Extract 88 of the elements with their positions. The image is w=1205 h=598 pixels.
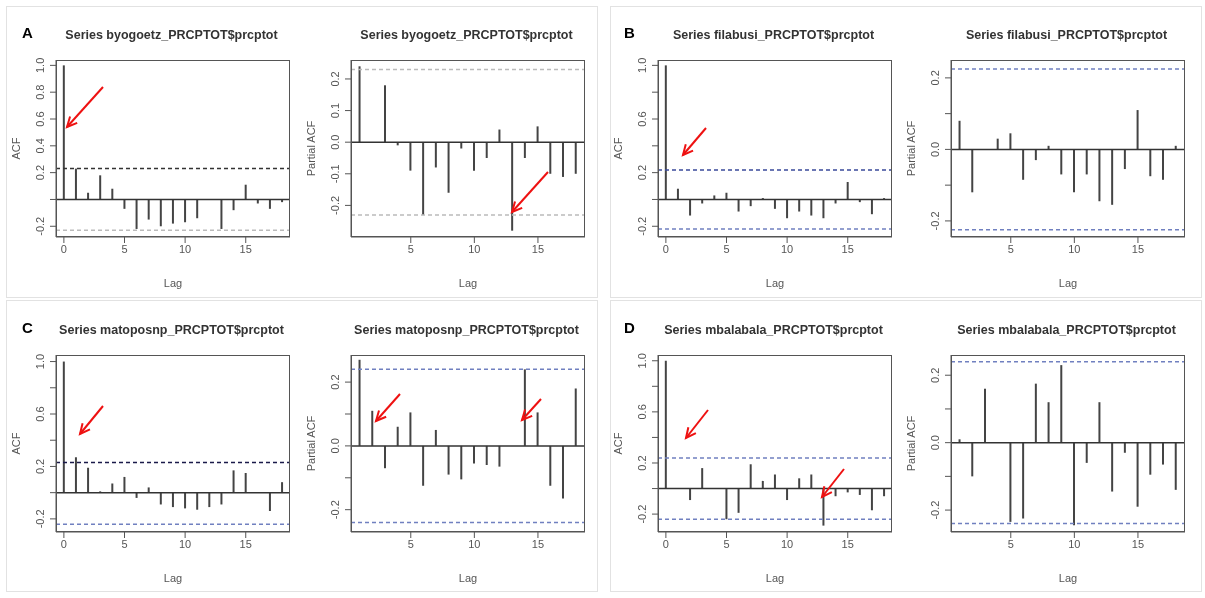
- y-tick-label: -0.2: [34, 509, 46, 529]
- y-tick-label: -0.2: [636, 504, 648, 524]
- y-tick-label: -0.2: [929, 211, 941, 231]
- chart-title: Series filabusi_PRCPTOT$prcptot: [671, 28, 876, 42]
- text: C: [22, 319, 33, 336]
- x-tick-label: 0: [662, 242, 669, 255]
- y-tick-label: 0.4: [34, 138, 46, 154]
- y-tick-label: 1.0: [636, 353, 648, 369]
- x-axis-title: Lag: [458, 572, 478, 584]
- y-tick-label: 0.2: [34, 458, 46, 475]
- x-tick-label: 10: [781, 537, 794, 550]
- y-axis-title: Partial ACF: [904, 120, 917, 177]
- x-tick-label: 15: [1131, 242, 1145, 255]
- chart-title: Series matoposnp_PRCPTOT$prcptot: [353, 323, 580, 337]
- x-tick-label: 5: [723, 242, 730, 255]
- y-axis-title: Partial ACF: [304, 415, 317, 472]
- chart-title: Series matoposnp_PRCPTOT$prcptot: [58, 323, 285, 337]
- x-axis-title: Lag: [163, 277, 183, 289]
- y-tick-label: -0.1: [329, 164, 341, 184]
- x-tick-label: 10: [179, 242, 192, 255]
- y-tick-label: 0.0: [329, 134, 341, 150]
- y-tick-label: 0.2: [636, 164, 648, 181]
- x-tick-label: 15: [841, 537, 854, 550]
- x-tick-label: 15: [1131, 537, 1145, 550]
- x-tick-label: 5: [121, 537, 128, 550]
- y-tick-label: -0.2: [329, 500, 341, 520]
- text: A: [22, 24, 33, 41]
- x-axis-title: Lag: [458, 277, 478, 289]
- text: D: [624, 319, 635, 336]
- y-tick-label: 0.6: [34, 406, 46, 422]
- x-tick-label: 15: [239, 537, 252, 550]
- x-axis-title: Lag: [1058, 572, 1078, 584]
- y-axis-title: Partial ACF: [904, 415, 917, 472]
- x-tick-label: 5: [407, 537, 414, 550]
- chart-title: Series mbalabala_PRCPTOT$prcptot: [663, 323, 884, 337]
- x-axis-title: Lag: [765, 572, 785, 584]
- text: B: [624, 24, 635, 41]
- x-tick-label: 10: [781, 242, 794, 255]
- x-tick-label: 0: [60, 242, 67, 255]
- x-tick-label: 10: [468, 242, 481, 255]
- x-tick-label: 5: [407, 242, 414, 255]
- x-tick-label: 15: [841, 242, 854, 255]
- chart-title: Series byogoetz_PRCPTOT$prcptot: [64, 28, 279, 42]
- y-tick-label: 0.6: [34, 111, 46, 127]
- y-tick-label: 0.0: [929, 141, 941, 158]
- y-tick-label: 0.2: [329, 374, 341, 390]
- y-tick-label: 0.2: [329, 71, 341, 87]
- y-tick-label: 0.1: [329, 102, 341, 119]
- y-tick-label: 0.2: [34, 164, 46, 181]
- x-tick-label: 15: [531, 242, 545, 255]
- x-tick-label: 5: [121, 242, 128, 255]
- y-tick-label: 0.2: [929, 367, 941, 383]
- y-tick-label: 1.0: [636, 57, 648, 74]
- y-tick-label: -0.2: [929, 500, 941, 520]
- chart-title: Series filabusi_PRCPTOT$prcptot: [964, 28, 1169, 42]
- x-tick-label: 0: [662, 537, 669, 550]
- x-tick-label: 0: [60, 537, 67, 550]
- y-axis-title: ACF: [9, 432, 22, 455]
- x-tick-label: 10: [1068, 242, 1081, 255]
- x-axis-title: Lag: [765, 277, 785, 289]
- x-tick-label: 10: [1068, 537, 1081, 550]
- y-tick-label: 0.6: [636, 404, 648, 420]
- y-tick-label: -0.2: [636, 216, 648, 236]
- y-tick-label: 0.0: [929, 435, 941, 451]
- chart-title: Series byogoetz_PRCPTOT$prcptot: [359, 28, 574, 42]
- y-tick-label: 0.6: [636, 111, 648, 127]
- y-tick-label: 0.2: [929, 70, 941, 86]
- x-tick-label: 5: [723, 537, 730, 550]
- y-tick-label: 1.0: [34, 353, 46, 370]
- y-axis-title: ACF: [611, 432, 624, 455]
- y-axis-title: ACF: [9, 137, 22, 160]
- x-tick-label: 5: [1007, 537, 1014, 550]
- y-axis-title: ACF: [611, 137, 624, 160]
- x-tick-label: 10: [468, 537, 481, 550]
- y-tick-label: -0.2: [329, 195, 341, 215]
- x-axis-title: Lag: [163, 572, 183, 584]
- x-tick-label: 5: [1007, 242, 1014, 255]
- x-axis-title: Lag: [1058, 277, 1078, 289]
- x-tick-label: 15: [239, 242, 252, 255]
- chart-title: Series mbalabala_PRCPTOT$prcptot: [956, 323, 1177, 337]
- y-tick-label: 1.0: [34, 57, 46, 74]
- y-axis-title: Partial ACF: [304, 120, 317, 177]
- x-tick-label: 10: [179, 537, 192, 550]
- y-tick-label: -0.2: [34, 216, 46, 236]
- y-tick-label: 0.2: [636, 455, 648, 471]
- x-tick-label: 15: [531, 537, 545, 550]
- y-tick-label: 0.8: [34, 84, 46, 100]
- y-tick-label: 0.0: [329, 438, 341, 454]
